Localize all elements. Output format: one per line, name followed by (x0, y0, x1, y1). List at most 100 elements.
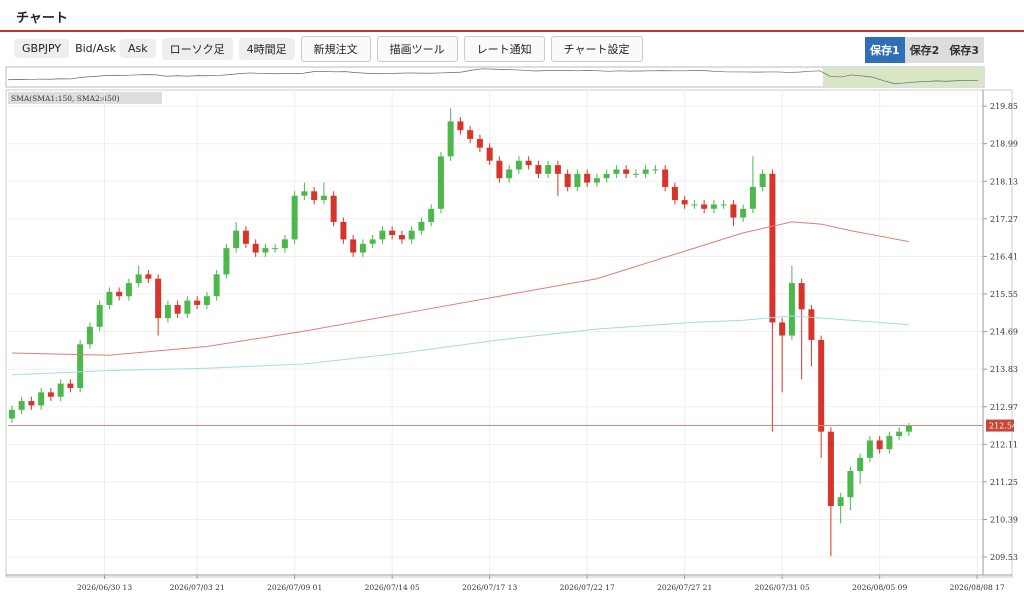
y-tick-label: 215.55 (990, 290, 1018, 299)
candle-body (662, 169, 669, 187)
candle-body (447, 121, 454, 157)
indicator-label: SMA(SMA1:150, SMA2:450) (11, 94, 120, 103)
candle-body (184, 300, 191, 314)
candle-body (350, 239, 357, 253)
candle-body (710, 204, 717, 209)
timeframe-select[interactable]: 4時間足 (238, 37, 295, 60)
y-tick-label: 213.83 (990, 365, 1018, 374)
save-tab[interactable]: 保存1 (865, 37, 905, 63)
plot-frame (5, 89, 1013, 578)
y-tick-label: 218.99 (990, 140, 1018, 149)
candle-body (467, 130, 474, 139)
y-tick-label: 210.39 (990, 516, 1018, 525)
candle-body (194, 300, 201, 305)
candle-body (379, 230, 386, 240)
navigator-line (7, 68, 979, 84)
candle-body (369, 239, 376, 244)
candle-body (584, 173, 591, 183)
candle-body (301, 191, 308, 196)
candle-body (311, 191, 318, 201)
candle-body (701, 204, 708, 209)
candle-body (47, 392, 54, 397)
x-tick-label: 2026/07/22 17 (560, 583, 615, 592)
page-title: チャート (16, 11, 68, 26)
candle-body (613, 169, 620, 174)
candle-body (691, 204, 698, 206)
candle-body (320, 195, 327, 201)
x-tick-label: 2026/07/09 01 (267, 583, 322, 592)
candle-body (145, 274, 152, 279)
candle-body (496, 160, 503, 179)
candle-body (886, 436, 893, 450)
button[interactable]: 新規注文 (300, 35, 371, 62)
x-tick-label: 2026/08/08 17 (950, 583, 1005, 592)
candle-body (730, 204, 737, 218)
current-price-label: 212.54 (989, 422, 1017, 431)
button[interactable]: チャート設定 (550, 35, 643, 62)
candle-body (506, 169, 513, 179)
indicator-badge (8, 92, 162, 104)
candle-body (535, 165, 542, 174)
candle-body (866, 440, 873, 458)
candle-body (515, 160, 522, 170)
candle-body (428, 208, 435, 222)
candle-body (896, 431, 903, 437)
x-tick-label: 2026/06/30 13 (77, 583, 132, 592)
x-tick-label: 2026/07/03 21 (170, 583, 225, 592)
candle-body (252, 243, 259, 253)
candle-body (788, 283, 795, 336)
candle-body (67, 383, 74, 388)
save-tab[interactable]: 保存3 (944, 37, 984, 63)
candle-body (242, 230, 249, 244)
x-tick-label: 2026/07/14 05 (365, 583, 420, 592)
button[interactable]: 描画ツール (376, 35, 458, 62)
candle-body (213, 274, 220, 297)
candle-body (233, 230, 240, 249)
candle-body (116, 291, 123, 297)
candle-body (135, 274, 142, 284)
candle-body (437, 156, 444, 209)
symbol-select[interactable]: GBPJPY (14, 39, 70, 58)
candle-body (623, 169, 630, 174)
candle-body (77, 344, 84, 388)
candle-body (359, 243, 366, 253)
candle-body (408, 230, 415, 240)
candle-body (125, 283, 132, 297)
candle-body (642, 169, 649, 174)
candle-body (818, 339, 825, 432)
candle-body (769, 173, 776, 323)
button[interactable]: レート通知 (463, 35, 545, 62)
candle-body (525, 160, 532, 166)
candle-body (681, 200, 688, 205)
candle-body (28, 401, 35, 406)
chart-type-select[interactable]: ローソク足 (161, 37, 233, 60)
candle-body (808, 309, 815, 340)
side-select[interactable]: Ask (119, 39, 156, 58)
y-tick-label: 218.13 (990, 177, 1018, 186)
candle-body (574, 173, 581, 187)
candle-body (262, 248, 269, 253)
candle-body (603, 173, 610, 179)
candle-body (155, 278, 162, 319)
sma-line (11, 221, 909, 356)
candle-body (164, 304, 171, 319)
save-tabs: 保存1 保存2 保存3 (865, 37, 984, 63)
candle-body (272, 248, 279, 250)
toolbar: GBPJPY Bid/Ask Ask ローソク足 4時間足 新規注文 描画ツール… (14, 35, 649, 62)
candle-body (554, 165, 561, 174)
current-price-badge (986, 419, 1014, 432)
candle-body (632, 173, 639, 175)
navigator-window[interactable] (823, 68, 983, 86)
candle-body (330, 195, 337, 222)
candle-body (8, 409, 15, 419)
candle-body (389, 230, 396, 236)
candle-body (203, 296, 210, 305)
candle-body (18, 401, 25, 410)
candle-body (38, 392, 45, 406)
candle-body (798, 283, 805, 310)
header: チャート (0, 0, 1024, 32)
save-tab[interactable]: 保存2 (904, 37, 945, 63)
x-tick-label: 2026/07/17 13 (462, 583, 517, 592)
